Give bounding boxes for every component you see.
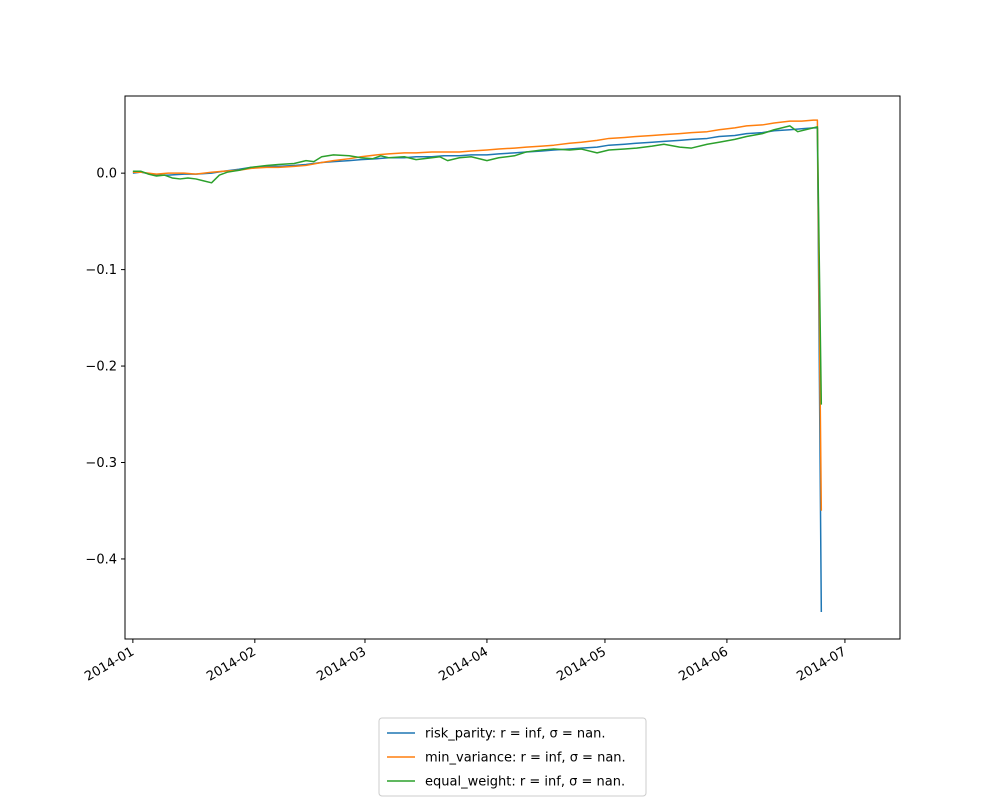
y-tick-label: −0.1 [85,263,117,278]
axes-frame [124,95,901,640]
series-line-2 [132,125,823,405]
legend: risk_parity: r = inf, σ = nan. min_varian… [378,717,647,797]
y-tick-label: −0.3 [85,456,117,471]
y-tick-label: −0.2 [85,360,117,375]
legend-box [378,717,647,797]
y-tick-label: −0.4 [85,552,117,567]
plot-area [125,96,900,639]
legend-label: equal_weight: r = inf, σ = nan. [425,775,625,790]
y-axis: −0.4 −0.3 −0.2 −0.1 0.0 [85,167,125,567]
y-tick-label: 0.0 [96,167,117,182]
legend-label: min_variance: r = inf, σ = nan. [425,751,626,766]
legend-label: risk_parity: r = inf, σ = nan. [425,727,605,742]
series-lines [132,119,823,612]
